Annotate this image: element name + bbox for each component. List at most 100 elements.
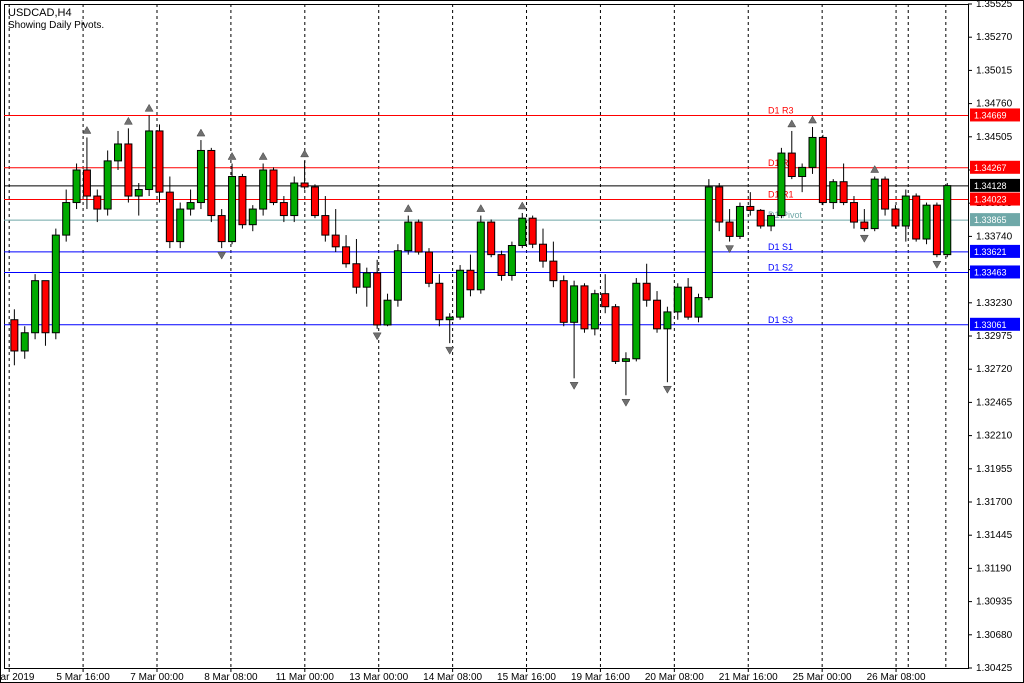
candle-body	[643, 283, 650, 300]
candle-body	[695, 298, 702, 318]
candle-body	[747, 206, 754, 210]
price-tag-text: 1.34023	[974, 195, 1007, 205]
candle-body	[353, 264, 360, 287]
candle-body	[446, 317, 453, 320]
x-tick-label: 19 Mar 16:00	[571, 672, 630, 683]
x-tick-label: 4 Mar 2019	[0, 672, 35, 683]
candle-body	[311, 187, 318, 216]
candle-body	[301, 183, 308, 187]
candle-body	[892, 209, 899, 226]
y-tick-label: 1.30425	[976, 663, 1013, 674]
candle-body	[612, 307, 619, 362]
candle-body	[591, 294, 598, 329]
candle-body	[933, 205, 940, 254]
candle-body	[374, 273, 381, 325]
candle-body	[457, 270, 464, 317]
candle-body	[477, 222, 484, 290]
candle-body	[436, 283, 443, 319]
candle-body	[560, 281, 567, 323]
candle-body	[208, 150, 215, 215]
candle-body	[343, 247, 350, 264]
x-tick-label: 21 Mar 16:00	[719, 672, 778, 683]
candle-body	[757, 210, 764, 226]
y-tick-label: 1.30680	[976, 630, 1013, 641]
candle-body	[260, 170, 267, 209]
candle-body	[913, 196, 920, 239]
x-tick-label: 8 Mar 08:00	[204, 672, 258, 683]
candle-body	[156, 131, 163, 192]
candle-body	[177, 209, 184, 242]
price-tag-text: 1.34267	[974, 163, 1007, 173]
candle-body	[519, 218, 526, 245]
candle-body	[218, 216, 225, 242]
candle-body	[622, 359, 629, 362]
candle-body	[83, 170, 90, 196]
candle-body	[799, 167, 806, 176]
candle-body	[705, 187, 712, 298]
candle-body	[923, 205, 930, 239]
candle-body	[871, 179, 878, 228]
candle-body	[280, 203, 287, 216]
price-tag-text: 1.34669	[974, 110, 1007, 120]
x-tick-label: 26 Mar 08:00	[867, 672, 926, 683]
candlestick-chart[interactable]: USDCAD,H4Showing Daily Pivots.1.355251.3…	[0, 0, 1024, 683]
candle-body	[73, 170, 80, 203]
candle-body	[270, 170, 277, 203]
y-tick-label: 1.35015	[976, 65, 1013, 76]
candle-body	[830, 182, 837, 203]
price-tag-text: 1.33865	[974, 215, 1007, 225]
candle-body	[788, 153, 795, 176]
candle-body	[685, 287, 692, 317]
candle-body	[882, 179, 889, 209]
candle-body	[654, 300, 661, 329]
price-tag-text: 1.33621	[974, 247, 1007, 257]
y-tick-label: 1.31190	[976, 563, 1012, 574]
candle-body	[768, 216, 775, 226]
pivot-label: D1 S3	[768, 315, 793, 325]
y-tick-label: 1.31700	[976, 497, 1013, 508]
candle-body	[63, 203, 70, 236]
pivot-label: D1 R3	[768, 105, 794, 115]
candle-body	[571, 286, 578, 322]
chart-subtitle: Showing Daily Pivots.	[8, 20, 104, 31]
candle-body	[840, 182, 847, 203]
candle-body	[332, 235, 339, 247]
candle-body	[540, 244, 547, 261]
candle-body	[187, 203, 194, 210]
candle-body	[467, 270, 474, 290]
x-tick-label: 20 Mar 08:00	[645, 672, 704, 683]
candle-body	[94, 196, 101, 209]
candle-body	[239, 177, 246, 225]
pivot-label: D1 S1	[768, 242, 793, 252]
y-tick-label: 1.35525	[976, 0, 1013, 10]
candle-body	[21, 333, 28, 351]
candle-body	[229, 177, 236, 242]
candle-body	[581, 286, 588, 329]
candle-body	[322, 216, 329, 236]
candle-body	[104, 161, 111, 209]
candle-body	[125, 144, 132, 196]
y-tick-label: 1.34505	[976, 132, 1013, 143]
candle-body	[384, 300, 391, 325]
candle-body	[529, 218, 536, 244]
candle-body	[809, 137, 816, 167]
y-tick-label: 1.31445	[976, 530, 1013, 541]
y-tick-label: 1.32975	[976, 331, 1013, 342]
candle-body	[405, 222, 412, 251]
x-tick-label: 14 Mar 08:00	[423, 672, 482, 683]
y-tick-label: 1.32465	[976, 397, 1013, 408]
y-tick-label: 1.35270	[976, 32, 1013, 43]
candle-body	[291, 183, 298, 216]
y-tick-label: 1.32210	[976, 431, 1013, 442]
candle-body	[42, 281, 49, 333]
candle-body	[944, 186, 951, 255]
candle-body	[726, 222, 733, 236]
candle-body	[736, 206, 743, 236]
candle-body	[716, 187, 723, 222]
chart-container[interactable]: USDCAD,H4Showing Daily Pivots.1.355251.3…	[0, 0, 1024, 683]
y-tick-label: 1.34760	[976, 99, 1013, 110]
candle-body	[664, 312, 671, 329]
candle-body	[197, 150, 204, 202]
price-tag-text: 1.33061	[974, 320, 1007, 330]
x-tick-label: 7 Mar 00:00	[130, 672, 184, 683]
